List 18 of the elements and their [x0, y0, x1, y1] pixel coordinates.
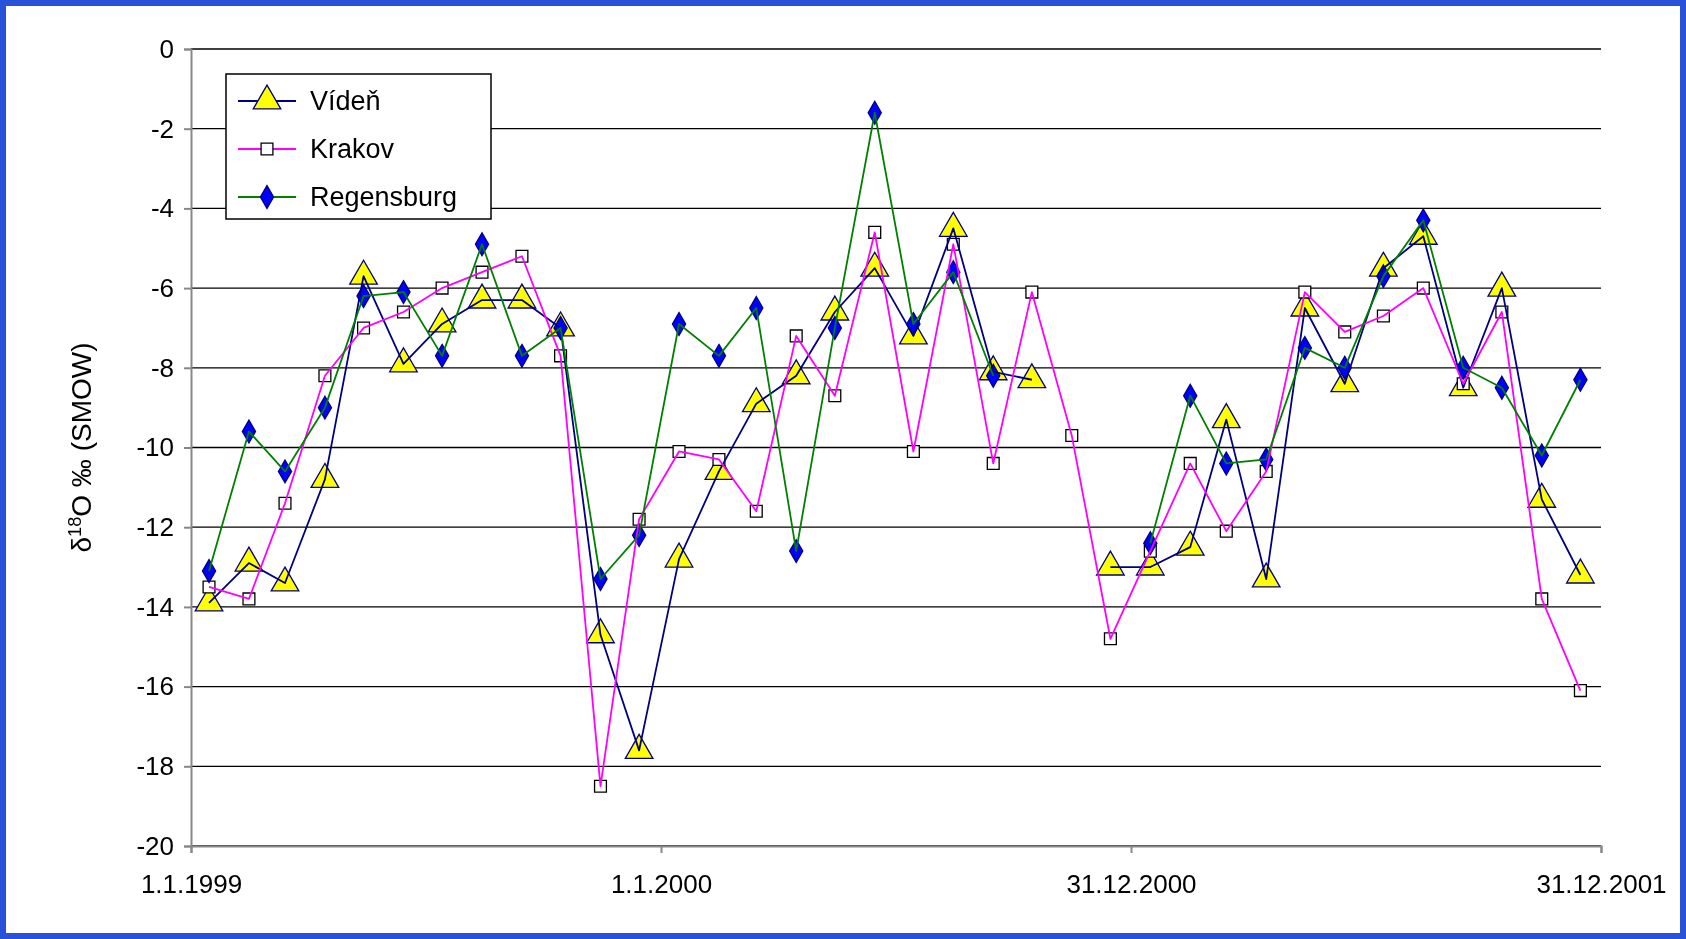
x-tick-label: 1.1.2000: [610, 869, 713, 900]
y-tick-label: -6: [150, 272, 174, 303]
y-tick-label: -16: [136, 671, 174, 702]
y-tick-label: -8: [150, 352, 174, 383]
y-tick-label: -4: [150, 193, 174, 224]
y-tick-label: -14: [136, 591, 174, 622]
y-tick-label: -10: [136, 432, 174, 463]
y-tick-label: -18: [136, 751, 174, 782]
legend-label: Vídeň: [310, 86, 381, 116]
y-tick-label: -20: [136, 830, 174, 861]
y-tick-label: -2: [150, 113, 174, 144]
legend-label: Regensburg: [310, 182, 458, 212]
y-tick-label: 0: [159, 33, 174, 64]
x-tick-label: 31.12.2000: [1066, 869, 1197, 900]
x-tick-label: 31.12.2001: [1536, 869, 1667, 900]
y-tick-label: -12: [136, 512, 174, 543]
x-tick-label: 1.1.1999: [140, 869, 243, 900]
legend-label: Krakov: [310, 134, 395, 164]
